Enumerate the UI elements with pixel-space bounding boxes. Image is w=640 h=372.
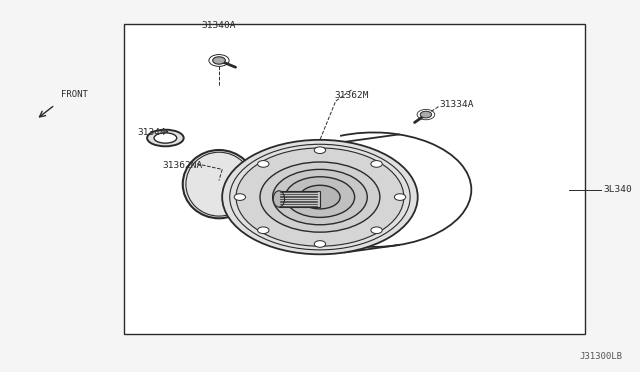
Text: 31340A: 31340A xyxy=(202,21,236,30)
Circle shape xyxy=(236,148,404,246)
Text: 31362NA: 31362NA xyxy=(163,161,202,170)
Text: 31362M: 31362M xyxy=(334,91,369,100)
Ellipse shape xyxy=(273,191,285,207)
Text: 31334A: 31334A xyxy=(440,100,474,109)
Text: 3L340: 3L340 xyxy=(604,185,632,194)
Text: J31300LB: J31300LB xyxy=(580,352,623,361)
Circle shape xyxy=(420,111,431,118)
Text: 31344: 31344 xyxy=(137,128,166,137)
Circle shape xyxy=(212,57,225,64)
Circle shape xyxy=(258,161,269,167)
Text: FRONT: FRONT xyxy=(61,90,88,99)
Circle shape xyxy=(222,140,418,254)
Bar xyxy=(124,23,585,334)
Circle shape xyxy=(371,227,382,234)
Ellipse shape xyxy=(154,133,177,143)
Ellipse shape xyxy=(147,130,184,146)
Circle shape xyxy=(234,194,246,201)
Circle shape xyxy=(285,177,355,217)
Circle shape xyxy=(394,194,406,201)
Circle shape xyxy=(260,162,380,232)
Circle shape xyxy=(258,227,269,234)
Bar xyxy=(279,191,320,207)
Circle shape xyxy=(300,185,340,209)
Circle shape xyxy=(314,147,326,154)
Circle shape xyxy=(314,241,326,247)
Circle shape xyxy=(371,161,382,167)
Circle shape xyxy=(273,169,367,225)
Ellipse shape xyxy=(183,150,255,218)
